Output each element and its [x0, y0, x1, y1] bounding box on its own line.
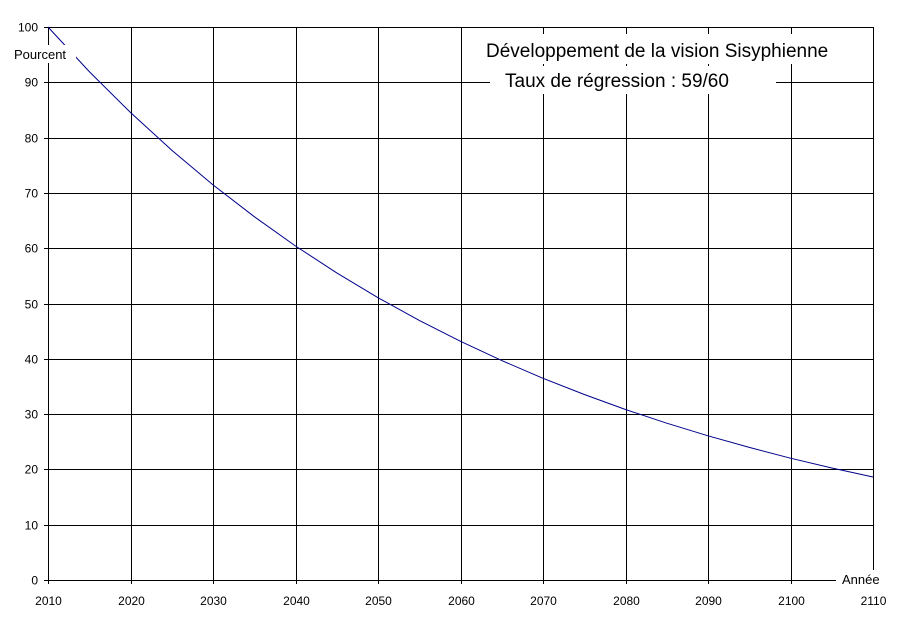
x-tick-label: 2100 — [778, 594, 805, 608]
y-axis-label: Pourcent — [12, 45, 76, 63]
y-tick-label: 20 — [25, 463, 39, 477]
y-tick-label: 80 — [25, 132, 39, 146]
x-axis-title: Année — [842, 572, 880, 587]
series-line — [47, 26, 874, 478]
x-tick-label: 2060 — [448, 594, 475, 608]
y-tick-label: 0 — [31, 574, 38, 588]
x-tick-label: 2110 — [861, 594, 887, 608]
x-axis-label: Année — [836, 570, 892, 588]
y-tick-label: 30 — [25, 408, 39, 422]
y-tick-label: 40 — [25, 353, 39, 367]
x-tick-label: 2030 — [200, 594, 227, 608]
x-tick-label: 2010 — [35, 594, 62, 608]
tick-labels: 2010 2020 2030 2040 2050 2060 2070 2080 2090 2100… — [18, 21, 887, 609]
y-tick-label: 60 — [25, 242, 39, 256]
y-tick-label: 10 — [25, 519, 39, 533]
chart-title: Développement de la vision Sisyphienne — [486, 41, 828, 62]
title-box: Développement de la vision Sisyphienne T… — [478, 34, 868, 94]
x-tick-label: 2020 — [118, 594, 145, 608]
x-tick-label: 2080 — [613, 594, 640, 608]
y-axis-title: Pourcent — [14, 47, 66, 62]
y-tick-label: 50 — [25, 298, 39, 312]
chart-subtitle: Taux de régression : 59/60 — [505, 71, 729, 92]
x-tick-label: 2050 — [365, 594, 392, 608]
y-tick-label: 70 — [25, 187, 39, 201]
y-tick-label: 100 — [18, 21, 38, 35]
y-tick-label: 90 — [25, 76, 39, 90]
grid — [44, 27, 874, 584]
x-tick-label: 2090 — [695, 594, 722, 608]
x-tick-label: 2070 — [530, 594, 557, 608]
x-tick-label: 2040 — [283, 594, 310, 608]
